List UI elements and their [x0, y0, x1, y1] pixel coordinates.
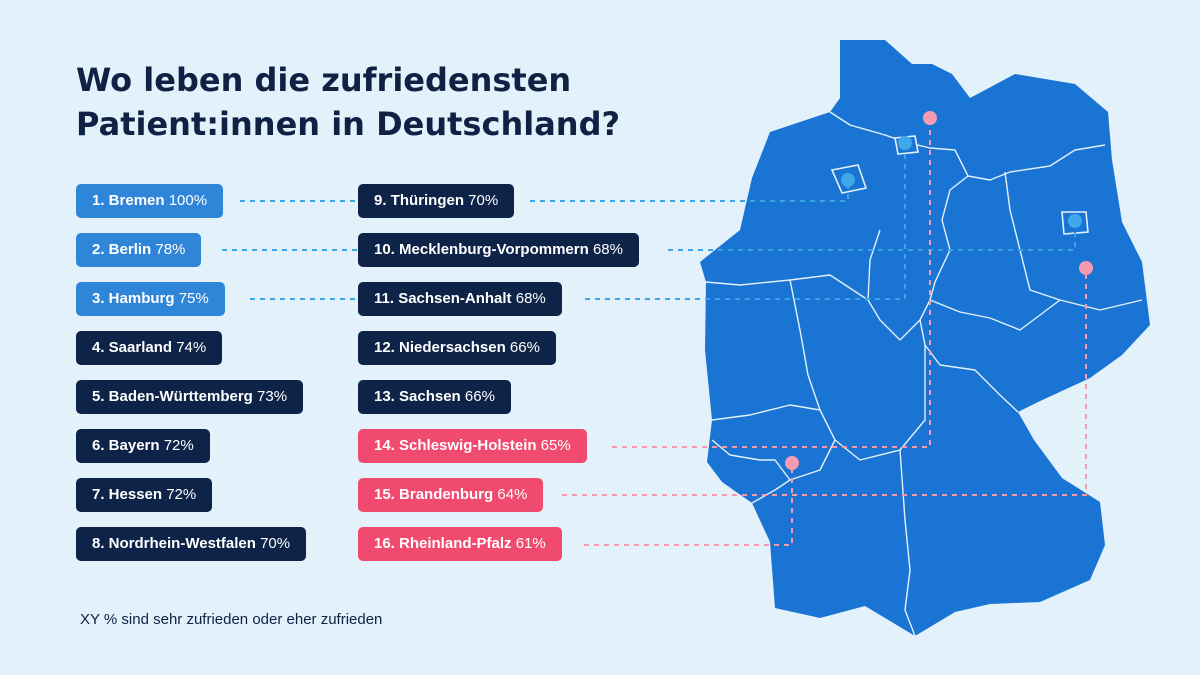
footnote: XY % sind sehr zufrieden oder eher zufri… [80, 611, 383, 628]
brandenburg-marker [1079, 261, 1093, 275]
rank-value: 66% [509, 339, 540, 356]
leader-lines-top [222, 143, 1076, 300]
rank-label: 10. Mecklenburg-Vorpommern [374, 241, 589, 258]
rank-label: 14. Schleswig-Holstein [374, 437, 537, 454]
rank-label: 12. Niedersachsen [374, 339, 506, 356]
rank-label: 16. Rheinland-Pfalz [374, 535, 512, 552]
rank-label: 2. Berlin [92, 241, 152, 258]
rank-pill-thueringen: 9. Thüringen 70% [358, 184, 515, 218]
rank-value: 65% [540, 437, 571, 454]
germany-outline [700, 40, 1150, 636]
rank-value: 68% [592, 241, 623, 258]
rank-value: 64% [497, 486, 528, 503]
rank-pill-nordrhein-westfalen: 8. Nordrhein-Westfalen 70% [76, 527, 307, 561]
rank-label: 5. Baden-Württemberg [92, 388, 253, 405]
rank-value: 75% [178, 290, 209, 307]
rank-label: 7. Hessen [92, 486, 163, 503]
state-borders [705, 111, 1143, 637]
rank-value: 66% [464, 388, 495, 405]
rank-label: 11. Sachsen-Anhalt [374, 290, 512, 307]
rank-value: 61% [515, 535, 546, 552]
rank-value: 70% [260, 535, 291, 552]
rank-label: 9. Thüringen [374, 192, 464, 209]
rank-pill-rheinland-pfalz: 16. Rheinland-Pfalz 61% [358, 527, 562, 561]
leader-lines-low [562, 118, 1087, 546]
rank-value: 78% [155, 241, 186, 258]
rank-label: 3. Hamburg [92, 290, 175, 307]
rank-label: 15. Brandenburg [374, 486, 494, 503]
title-line-1: Wo leben die zufriedensten [76, 61, 572, 99]
rank-value: 74% [176, 339, 207, 356]
rank-label: 4. Saarland [92, 339, 173, 356]
page-title: Wo leben die zufriedensten Patient:innen… [76, 58, 620, 146]
rank-value: 68% [515, 290, 546, 307]
hamburg-marker [898, 136, 912, 150]
title-line-2: Patient:innen in Deutschland? [76, 105, 621, 143]
rank-pill-sachsen: 13. Sachsen 66% [358, 380, 511, 414]
rank-label: 1. Bremen [92, 192, 165, 209]
rank-pill-mecklenburg-vorpommern: 10. Mecklenburg-Vorpommern 68% [358, 233, 639, 267]
rank-pill-berlin: 2. Berlin 78% [76, 233, 202, 267]
rank-pill-saarland: 4. Saarland 74% [76, 331, 223, 365]
rank-pill-brandenburg: 15. Brandenburg 64% [358, 478, 544, 512]
rank-label: 13. Sachsen [374, 388, 461, 405]
rank-pill-hamburg: 3. Hamburg 75% [76, 282, 225, 316]
rheinland-pfalz-marker [785, 456, 799, 470]
rank-pill-baden-wuerttemberg: 5. Baden-Württemberg 73% [76, 380, 304, 414]
bremen-marker [841, 173, 855, 187]
rank-value: 72% [166, 486, 197, 503]
rank-label: 6. Bayern [92, 437, 160, 454]
schleswig-holstein-marker [923, 111, 937, 125]
rank-value: 72% [163, 437, 194, 454]
rank-value: 73% [257, 388, 288, 405]
rank-value: 70% [468, 192, 499, 209]
rank-pill-sachsen-anhalt: 11. Sachsen-Anhalt 68% [358, 282, 562, 316]
rank-label: 8. Nordrhein-Westfalen [92, 535, 256, 552]
rank-pill-bayern: 6. Bayern 72% [76, 429, 210, 463]
berlin-marker [1068, 214, 1082, 228]
rank-value: 100% [168, 192, 208, 209]
rank-pill-schleswig-holstein: 14. Schleswig-Holstein 65% [358, 429, 587, 463]
rank-pill-niedersachsen: 12. Niedersachsen 66% [358, 331, 556, 365]
rank-pill-hessen: 7. Hessen 72% [76, 478, 213, 512]
rank-pill-bremen: 1. Bremen 100% [76, 184, 224, 218]
